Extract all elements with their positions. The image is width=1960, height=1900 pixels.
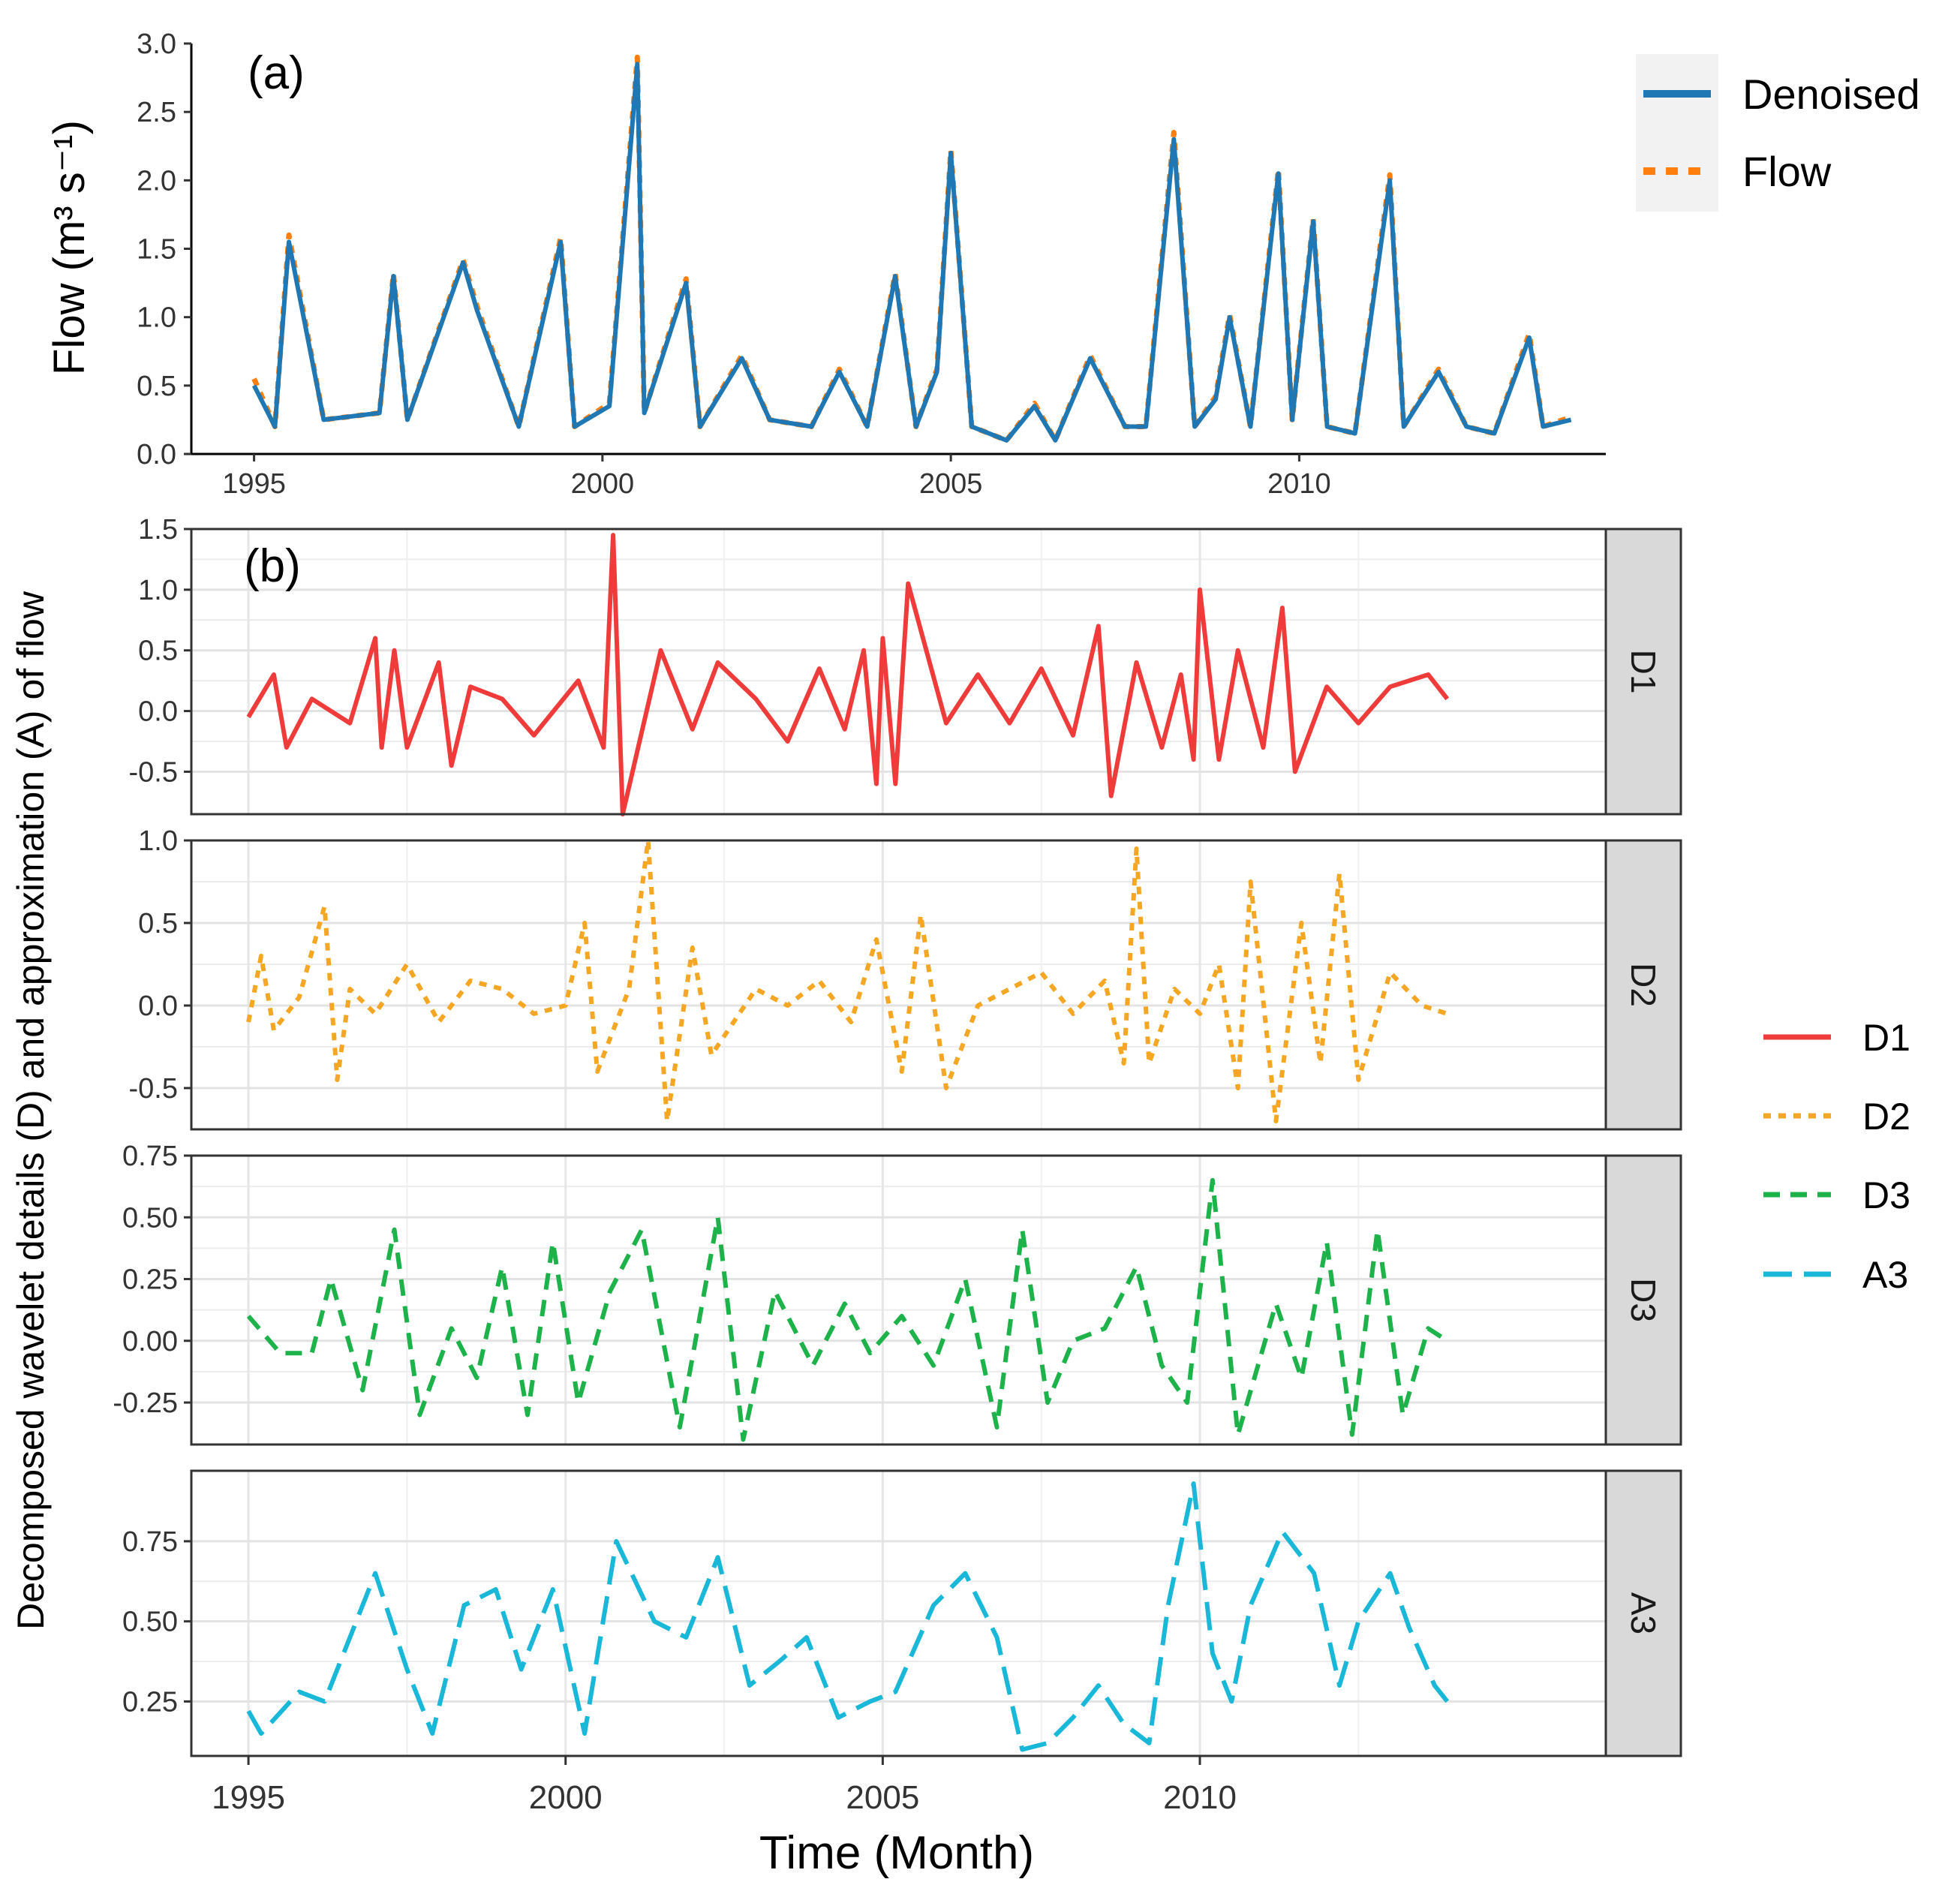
series-line-denoised [251,62,1572,443]
facet-strip-label: A3 [1624,1592,1663,1634]
panel-a-x-tick-label: 1995 [222,468,286,500]
panel-b-label: (b) [244,540,301,592]
y-tick-label: 1.0 [138,825,178,857]
series-line-d2 [246,838,1448,1123]
x-tick-label: 2000 [529,1779,603,1816]
legend-d2-label: D2 [1862,1096,1910,1138]
facet-background [191,1156,1606,1445]
series-line-d3 [246,1177,1449,1442]
panel-a-x-tick-label: 2010 [1267,468,1331,500]
panel-a-x-tick-label: 2000 [571,468,635,500]
legend-top: Denoised Flow [1636,54,1920,212]
y-tick-label: 0.75 [122,1141,178,1172]
y-tick-label: 1.5 [138,514,178,546]
legend-denoised-label: Denoised [1742,71,1920,118]
bottom-x-ticks: 1995 2000 2005 2010 [212,1756,1237,1816]
facet-d3: -0.25 0.00 0.25 0.50 0.75 D3 [113,1141,1682,1446]
legend-a3-label: A3 [1862,1254,1908,1296]
y-tick-label: -0.5 [129,1073,178,1105]
panel-b-facets: -0.5 0.0 0.5 1.0 1.5 D1 -0.5 0.0 0.5 1.0 D2 -0.25 0.… [113,514,1682,1757]
y-tick-label: 0.00 [122,1326,178,1357]
facet-background [191,840,1606,1129]
y-tick-label: 0.50 [122,1202,178,1234]
panel-a-y-tick-label: 1.5 [137,234,176,266]
y-tick-label: 0.25 [122,1686,178,1718]
series-line-a3 [246,1481,1450,1752]
y-tick-label: -0.5 [129,756,178,788]
legend-d1-label: D1 [1862,1017,1910,1059]
y-tick-label: 0.5 [138,636,178,667]
y-tick-label: 0.0 [138,991,178,1022]
facet-strip-label: D1 [1624,650,1663,694]
y-tick-label: 1.0 [138,575,178,606]
y-tick-label: 0.75 [122,1526,178,1558]
legend-flow-label: Flow [1742,148,1832,195]
facet-strip [1604,839,1682,1131]
facet-strip-label: D3 [1624,1278,1663,1322]
panel-a-x-tick-label: 2005 [919,468,983,500]
y-tick-label: 0.5 [138,908,178,939]
y-tick-label: 0.50 [122,1607,178,1638]
facet-d2: -0.5 0.0 0.5 1.0 D2 [129,825,1682,1131]
x-tick-label: 2005 [846,1779,919,1816]
facet-strip [1604,528,1682,816]
facet-strip [1604,1469,1682,1757]
legend-bottom: D1 D2 D3 A3 [1763,1017,1910,1296]
x-tick-label: 2010 [1163,1779,1237,1816]
panel-a-y-tick-label: 0.0 [137,439,176,470]
panel-a-y-tick-label: 1.0 [137,302,176,334]
panel-a-y-tick-label: 2.0 [137,165,176,197]
x-axis-label: Time (Month) [759,1827,1034,1879]
facet-a3: 0.25 0.50 0.75 A3 [122,1469,1682,1757]
panel-a-y-tick-label: 2.5 [137,97,176,128]
panel-a-chart: 0.0 0.5 1.0 1.5 2.0 2.5 3.0 1995 2000 2005 2010 (… [45,29,1606,500]
facet-background [191,1471,1606,1756]
panel-a-y-label: Flow (m³ s⁻¹) [45,120,94,375]
y-tick-label: -0.25 [113,1387,178,1419]
facet-d1: -0.5 0.0 0.5 1.0 1.5 D1 [129,514,1682,816]
y-tick-label: 0.25 [122,1264,178,1296]
series-line-d1 [246,533,1450,816]
facet-strip [1604,1154,1682,1446]
panel-b-y-label: Decomposed wavelet details (D) and appro… [10,591,52,1630]
facet-strip-label: D2 [1624,963,1663,1007]
legend-d3-label: D3 [1862,1174,1910,1216]
panel-a-y-tick-label: 3.0 [137,29,176,60]
panel-a-y-tick-label: 0.5 [137,371,176,402]
x-tick-label: 1995 [212,1779,285,1816]
y-tick-label: 0.0 [138,696,178,728]
panel-a-label: (a) [248,47,305,99]
